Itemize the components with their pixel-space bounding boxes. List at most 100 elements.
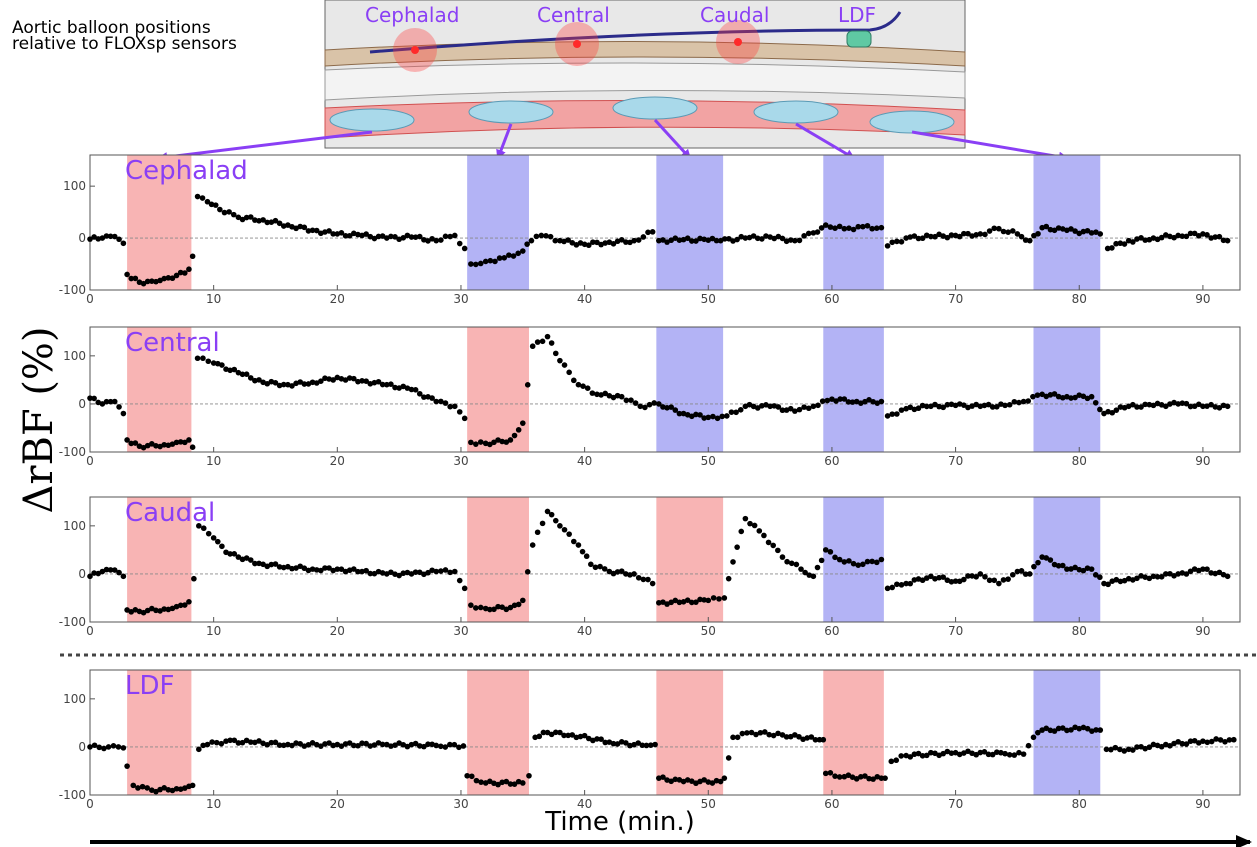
data-point — [495, 781, 501, 788]
data-point — [810, 403, 817, 410]
data-point — [477, 439, 484, 445]
data-point — [1093, 229, 1099, 235]
data-point — [1011, 398, 1018, 405]
data-point — [379, 741, 386, 748]
data-point — [503, 439, 510, 445]
data-point — [280, 381, 287, 388]
data-point — [1183, 741, 1190, 747]
data-point — [1226, 737, 1233, 743]
data-point — [1072, 394, 1078, 401]
data-point — [1216, 405, 1223, 411]
data-point — [210, 360, 217, 366]
data-point — [1146, 401, 1153, 408]
data-point — [915, 750, 922, 757]
data-point — [177, 269, 184, 276]
data-point — [701, 777, 707, 783]
y-tick-label: 100 — [63, 349, 86, 363]
data-point — [1191, 737, 1198, 744]
data-point — [1018, 233, 1025, 240]
data-point — [889, 239, 896, 246]
data-point — [672, 407, 679, 413]
data-point — [940, 404, 947, 411]
data-point — [529, 542, 536, 548]
data-point — [212, 202, 219, 208]
data-point — [717, 778, 724, 785]
data-point — [561, 732, 567, 739]
data-point — [91, 395, 97, 402]
data-point — [982, 231, 988, 238]
data-point — [836, 556, 843, 563]
data-point — [748, 729, 755, 736]
data-point — [737, 407, 744, 413]
data-point — [461, 415, 468, 422]
data-point — [191, 575, 197, 582]
data-point — [623, 397, 630, 404]
data-point — [898, 753, 904, 759]
data-point — [1020, 751, 1027, 757]
data-point — [375, 378, 382, 385]
data-point — [392, 384, 398, 391]
panel-frame — [89, 154, 1241, 291]
data-point — [120, 573, 127, 580]
data-point — [464, 772, 470, 779]
data-point — [1005, 229, 1011, 236]
data-point — [770, 542, 776, 549]
data-point — [889, 584, 896, 591]
data-point — [846, 558, 852, 564]
data-point — [1224, 573, 1231, 580]
data-point — [1179, 400, 1186, 406]
data-point — [392, 234, 398, 240]
panel-title: Caudal — [125, 498, 215, 528]
data-point — [801, 233, 807, 239]
data-point — [105, 744, 112, 750]
data-point — [433, 237, 440, 244]
data-point — [103, 398, 110, 405]
data-point — [359, 740, 365, 747]
x-tick-label: 20 — [330, 624, 345, 638]
data-point — [529, 343, 536, 350]
data-point — [751, 522, 758, 529]
data-point — [1076, 725, 1083, 732]
data-point — [911, 233, 918, 239]
data-point — [594, 736, 600, 742]
data-point — [305, 228, 312, 234]
data-point — [744, 730, 750, 736]
data-point — [165, 275, 172, 281]
data-point — [832, 773, 838, 779]
data-point — [510, 253, 517, 259]
data-point — [99, 401, 106, 407]
data-point — [124, 437, 130, 443]
data-point — [264, 219, 271, 226]
data-point — [330, 231, 336, 237]
data-point — [128, 275, 135, 282]
panel-frame — [89, 669, 1241, 796]
data-point — [107, 233, 114, 240]
y-tick-label: 100 — [63, 519, 86, 533]
data-point — [1167, 743, 1173, 749]
data-point — [1068, 727, 1074, 733]
balloon-icon — [329, 108, 415, 132]
data-point — [1109, 409, 1116, 416]
data-point — [1035, 230, 1041, 237]
data-point — [710, 595, 717, 601]
data-point — [589, 390, 596, 396]
data-point — [501, 255, 508, 261]
data-point — [961, 576, 967, 583]
data-point — [928, 573, 934, 580]
data-point — [1080, 567, 1087, 574]
data-point — [538, 232, 545, 239]
data-point — [973, 573, 980, 580]
data-point — [761, 532, 767, 539]
data-point — [1016, 749, 1022, 756]
data-point — [1039, 391, 1045, 398]
data-point — [870, 776, 876, 782]
data-point — [165, 786, 172, 793]
data-point — [111, 567, 118, 573]
data-point — [668, 404, 674, 410]
data-point — [1134, 575, 1140, 582]
data-point — [649, 580, 656, 587]
data-point — [491, 606, 497, 613]
data-point — [221, 209, 228, 216]
data-point — [519, 597, 526, 604]
